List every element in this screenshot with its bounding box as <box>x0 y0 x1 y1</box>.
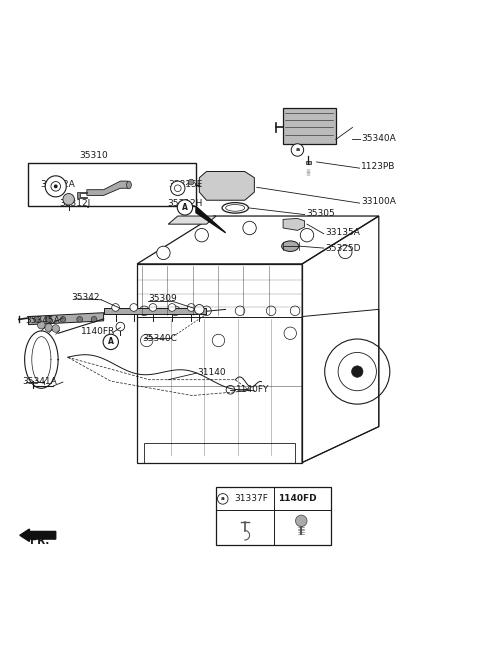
Circle shape <box>300 229 314 242</box>
Polygon shape <box>199 171 254 200</box>
Circle shape <box>217 493 228 504</box>
Circle shape <box>284 327 297 340</box>
Ellipse shape <box>127 181 132 189</box>
Circle shape <box>187 304 195 311</box>
Circle shape <box>266 306 276 315</box>
Text: 1140FD: 1140FD <box>278 494 317 503</box>
Text: A: A <box>182 203 188 212</box>
Text: 35312A: 35312A <box>40 181 75 189</box>
Bar <box>28 164 196 206</box>
Polygon shape <box>28 313 104 325</box>
Text: a: a <box>295 147 300 152</box>
Text: 35342: 35342 <box>72 293 100 302</box>
Text: 33100A: 33100A <box>361 197 396 206</box>
Circle shape <box>195 229 208 242</box>
Text: 35305: 35305 <box>306 209 335 218</box>
FancyArrow shape <box>20 529 56 541</box>
Circle shape <box>116 323 125 331</box>
Circle shape <box>296 515 307 527</box>
Text: 35341A: 35341A <box>22 376 57 386</box>
Text: 1123PB: 1123PB <box>361 162 396 171</box>
Circle shape <box>130 304 138 311</box>
Circle shape <box>103 334 119 350</box>
Circle shape <box>60 317 66 323</box>
Ellipse shape <box>282 241 299 252</box>
Text: 35309: 35309 <box>148 294 177 304</box>
Text: 31140: 31140 <box>197 368 226 377</box>
Circle shape <box>141 334 153 347</box>
Circle shape <box>291 144 304 156</box>
Text: 35345A: 35345A <box>25 316 60 325</box>
Bar <box>283 108 336 145</box>
Circle shape <box>168 304 176 311</box>
Circle shape <box>52 325 60 332</box>
Polygon shape <box>77 192 87 198</box>
Polygon shape <box>168 216 216 224</box>
Polygon shape <box>87 181 130 195</box>
Polygon shape <box>283 218 305 231</box>
Circle shape <box>170 306 180 315</box>
Text: 33815E: 33815E <box>168 181 203 189</box>
Text: 1140FR: 1140FR <box>81 327 115 336</box>
Circle shape <box>45 324 52 331</box>
Text: 35340A: 35340A <box>361 133 396 143</box>
Circle shape <box>235 306 245 315</box>
Circle shape <box>63 194 74 205</box>
Circle shape <box>91 317 97 323</box>
Circle shape <box>243 221 256 235</box>
Polygon shape <box>196 206 226 233</box>
Circle shape <box>170 181 185 195</box>
Circle shape <box>174 185 181 192</box>
Text: 35340C: 35340C <box>142 334 177 342</box>
Circle shape <box>157 246 170 260</box>
Polygon shape <box>104 308 206 314</box>
Circle shape <box>177 200 192 215</box>
Circle shape <box>351 366 363 377</box>
Text: 31337F: 31337F <box>234 494 268 503</box>
Text: 1140FY: 1140FY <box>236 385 270 394</box>
Circle shape <box>54 185 58 189</box>
Circle shape <box>51 181 60 191</box>
Circle shape <box>37 321 45 329</box>
Circle shape <box>45 176 66 197</box>
Text: 35312J: 35312J <box>59 198 90 208</box>
Circle shape <box>34 317 39 323</box>
Circle shape <box>212 334 225 347</box>
Text: a: a <box>221 497 225 501</box>
Text: 33135A: 33135A <box>325 228 360 237</box>
Bar <box>216 487 331 545</box>
Circle shape <box>338 245 352 259</box>
Circle shape <box>149 304 157 311</box>
Circle shape <box>202 306 211 315</box>
Circle shape <box>112 304 120 311</box>
Text: A: A <box>108 338 114 346</box>
Circle shape <box>188 179 194 185</box>
Bar <box>306 161 312 164</box>
Text: FR.: FR. <box>30 537 50 547</box>
Text: 35325D: 35325D <box>325 244 360 252</box>
Text: 35312H: 35312H <box>167 198 203 208</box>
Circle shape <box>77 317 83 323</box>
Circle shape <box>226 386 235 394</box>
Circle shape <box>194 305 204 314</box>
Circle shape <box>46 317 51 323</box>
Text: 35310: 35310 <box>80 151 108 160</box>
Circle shape <box>290 306 300 315</box>
Circle shape <box>140 306 149 315</box>
